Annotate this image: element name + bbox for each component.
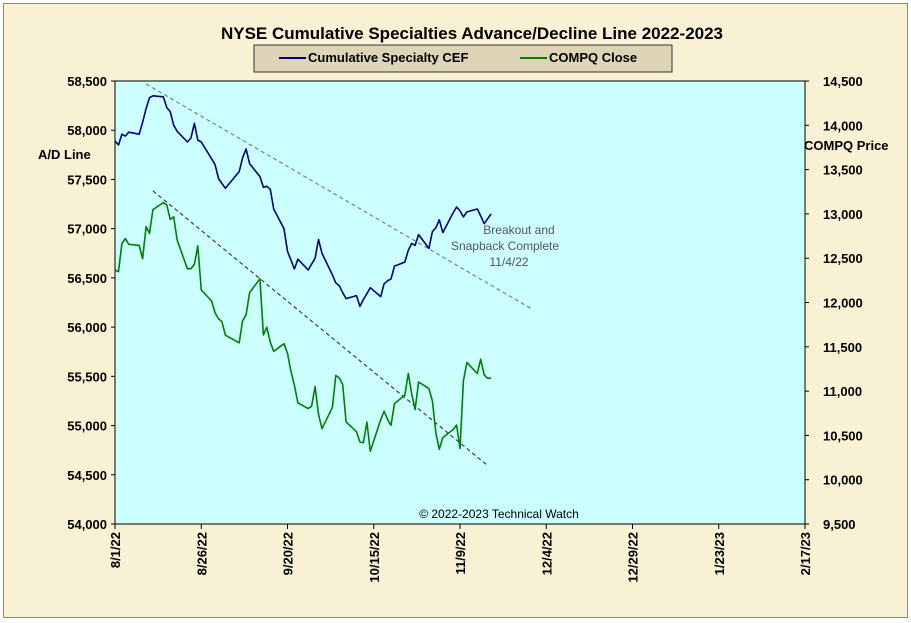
left-tick-label: 54,000 [67,517,107,532]
x-tick-label: 12/4/22 [539,532,554,575]
left-tick-label: 57,500 [67,172,107,187]
breakout-annotation: Breakout and Snapback Complete 11/4/22 [451,223,559,269]
left-tick-label: 58,500 [67,74,107,89]
right-axis: 9,500 10,000 10,500 11,000 11,500 12,000 12,50… [805,74,863,532]
x-tick-label: 10/15/22 [367,532,382,583]
series-line-compq [114,201,492,453]
left-tick-label: 54,500 [67,468,107,483]
plot-area [114,80,806,525]
right-tick-label: 12,000 [823,296,863,311]
right-tick-label: 11,500 [823,340,862,355]
left-tick-label: 56,000 [67,320,107,335]
annotation-line-2: Snapback Complete [451,239,559,253]
legend-box [253,44,673,73]
chart-title: NYSE Cumulative Specialties Advance/Decl… [221,24,723,43]
trendlines [145,83,533,466]
right-tick-label: 11,000 [823,384,862,399]
x-tick-label: 2/17/23 [798,532,813,575]
x-tick-label: 1/23/23 [712,532,727,575]
legend: Cumulative Specialty CEF COMPQ Close [253,44,673,73]
trendline-left [145,83,533,310]
right-axis-label: COMPQ Price [804,138,889,153]
left-tick-label: 55,500 [67,369,107,384]
left-axis-label: A/D Line [38,147,91,162]
right-tick-label: 13,500 [823,163,863,178]
series-line-cef [114,95,492,308]
annotation-date: 11/4/22 [489,255,528,269]
right-tick-label: 10,000 [823,473,863,488]
right-tick-label: 14,500 [823,74,863,89]
x-tick-label: 8/1/22 [108,532,123,568]
annotation-line-1: Breakout and [483,223,554,237]
right-tick-label: 10,500 [823,428,863,443]
x-tick-label: 11/9/22 [453,532,468,575]
legend-label-compq: COMPQ Close [549,50,637,65]
left-axis: 54,000 54,500 55,000 55,500 56,000 56,500 57,0… [67,74,115,532]
x-axis: 8/1/22 8/26/22 9/20/22 10/15/22 11/9/22 12/4/… [108,524,813,583]
x-tick-label: 9/20/22 [281,532,296,575]
right-tick-label: 12,500 [823,251,863,266]
left-tick-label: 55,000 [67,419,107,434]
legend-label-cef: Cumulative Specialty CEF [308,50,468,65]
copyright-text: © 2022-2023 Technical Watch [419,507,579,521]
left-tick-label: 56,500 [67,271,107,286]
right-tick-label: 9,500 [823,517,856,532]
x-tick-label: 12/29/22 [626,532,641,583]
chart-svg: NYSE Cumulative Specialties Advance/Decl… [38,24,889,583]
left-tick-label: 58,000 [67,123,107,138]
right-tick-label: 13,000 [823,207,863,222]
trendline-right [152,190,488,466]
series-lines [114,95,492,453]
right-tick-label: 14,000 [823,118,863,133]
chart-frame: NYSE Cumulative Specialties Advance/Decl… [3,3,908,618]
left-tick-label: 57,000 [67,222,107,237]
x-tick-label: 8/26/22 [194,532,209,575]
